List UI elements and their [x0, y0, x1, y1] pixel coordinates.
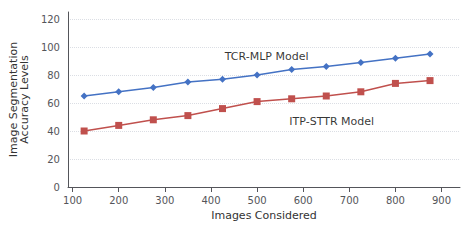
svg-text:ITP-STTR Model: ITP-STTR Model — [289, 115, 374, 128]
svg-text:500: 500 — [248, 195, 267, 206]
svg-text:TCR-MLP Model: TCR-MLP Model — [224, 50, 309, 63]
svg-text:200: 200 — [109, 195, 128, 206]
svg-text:300: 300 — [155, 195, 174, 206]
svg-text:Image Segmentation: Image Segmentation — [7, 41, 20, 158]
svg-text:800: 800 — [386, 195, 405, 206]
svg-text:20: 20 — [47, 154, 60, 165]
svg-text:Accuracy Levels: Accuracy Levels — [18, 55, 31, 144]
svg-text:40: 40 — [47, 126, 60, 137]
svg-text:120: 120 — [41, 14, 60, 25]
svg-text:0: 0 — [54, 182, 60, 193]
svg-text:100: 100 — [63, 195, 82, 206]
svg-text:900: 900 — [432, 195, 451, 206]
svg-text:600: 600 — [294, 195, 313, 206]
svg-text:60: 60 — [47, 98, 60, 109]
svg-text:Images Considered: Images Considered — [211, 209, 317, 222]
svg-text:700: 700 — [340, 195, 359, 206]
svg-text:400: 400 — [201, 195, 220, 206]
svg-text:100: 100 — [41, 42, 60, 53]
svg-text:80: 80 — [47, 70, 60, 81]
